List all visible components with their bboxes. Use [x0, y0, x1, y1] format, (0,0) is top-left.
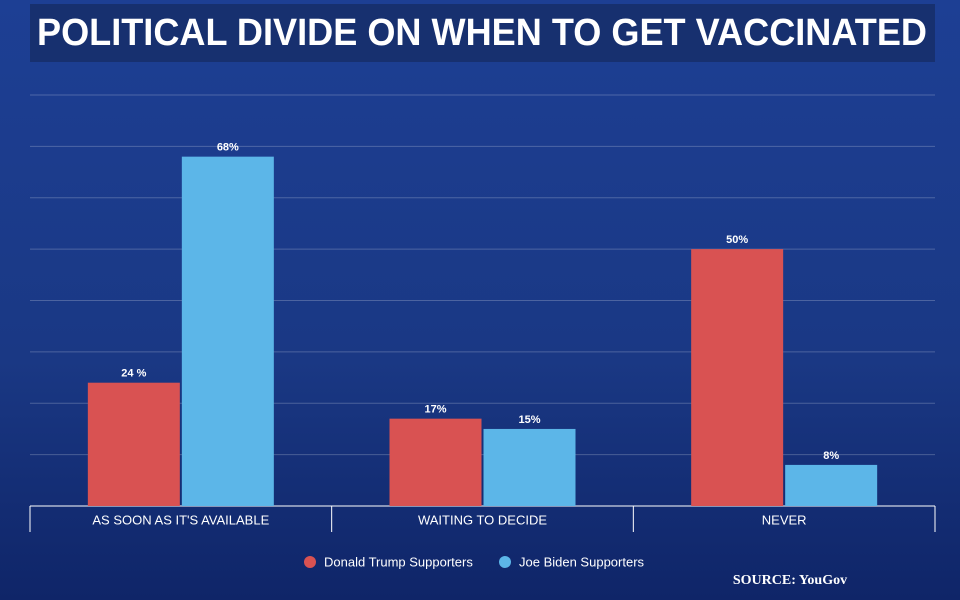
- legend-label: Joe Biden Supporters: [519, 554, 645, 569]
- bar: [389, 418, 482, 506]
- legend-label: Donald Trump Supporters: [324, 554, 473, 569]
- value-label: 8%: [823, 450, 839, 462]
- value-label: 68%: [217, 142, 239, 154]
- value-label: 15%: [518, 414, 540, 426]
- x-tick-label: WAITING TO DECIDE: [418, 512, 547, 527]
- value-label: 17%: [424, 404, 446, 416]
- bar: [87, 382, 180, 506]
- value-label: 24 %: [121, 368, 146, 380]
- value-label: 50%: [726, 234, 748, 246]
- title-banner: [30, 4, 935, 62]
- bar: [691, 249, 784, 506]
- x-tick-label: AS SOON AS IT'S AVAILABLE: [92, 512, 269, 527]
- bar: [181, 156, 274, 506]
- x-tick-label: NEVER: [762, 512, 807, 527]
- chart-title: POLITICAL DIVIDE ON WHEN TO GET VACCINAT…: [37, 12, 927, 54]
- bar: [785, 464, 878, 506]
- legend-swatch: [304, 556, 316, 568]
- bar: [483, 428, 576, 506]
- source: SOURCE: YouGov: [733, 573, 847, 588]
- legend-swatch: [499, 556, 511, 568]
